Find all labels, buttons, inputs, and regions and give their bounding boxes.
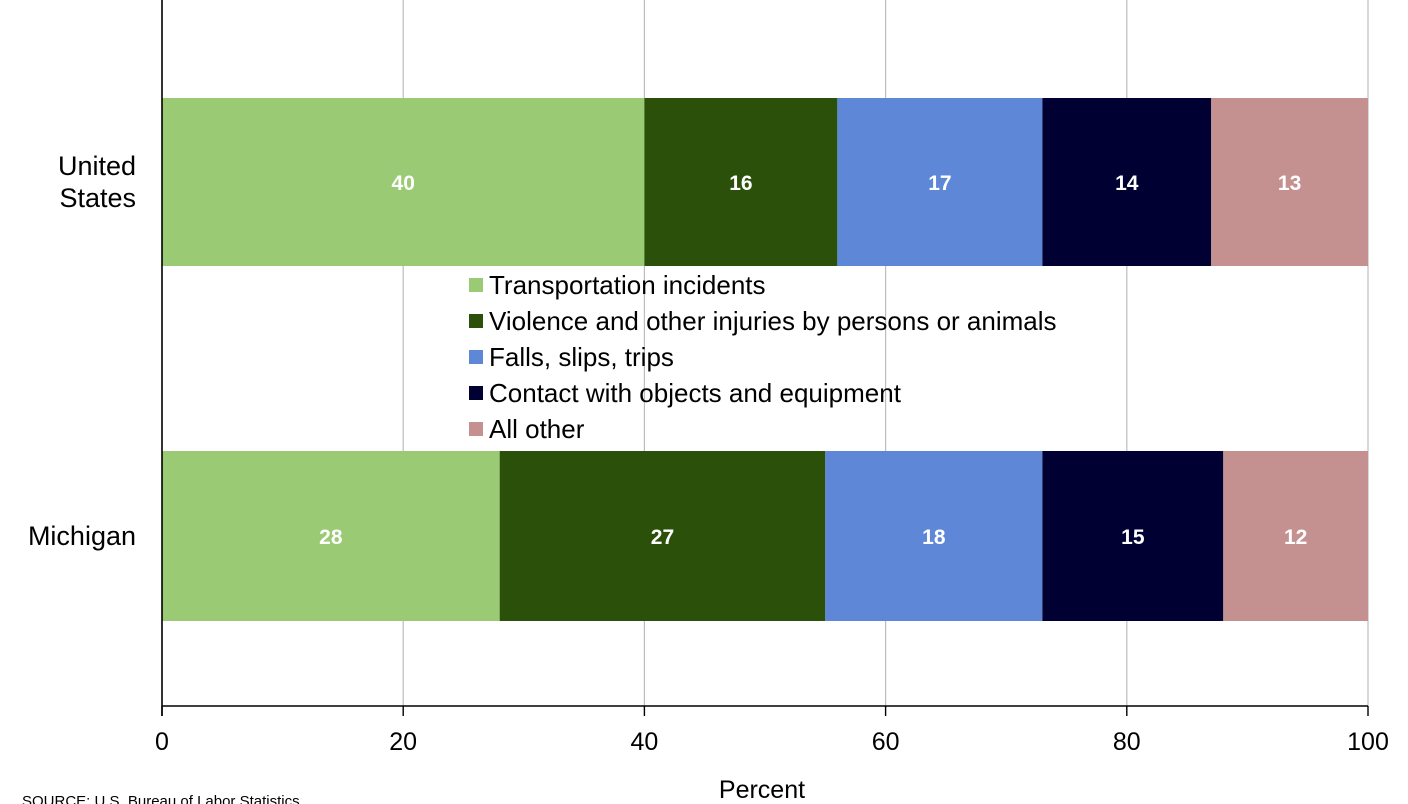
data-labels: 40 16 17 14 13 28 27 18 15 12 xyxy=(319,172,1307,549)
data-label: 12 xyxy=(1284,526,1307,549)
data-label: 13 xyxy=(1278,172,1301,195)
data-label: 15 xyxy=(1121,526,1145,549)
x-tick-label: 100 xyxy=(1347,728,1389,756)
x-tick-label: 40 xyxy=(630,728,658,756)
legend-swatch xyxy=(469,422,483,436)
data-label: 40 xyxy=(392,172,415,195)
category-label-line: Michigan xyxy=(28,521,136,551)
source-note: SOURCE: U.S. Bureau of Labor Statistics xyxy=(22,793,300,804)
bar-segment xyxy=(1042,451,1224,621)
x-tick-label: 0 xyxy=(155,728,169,756)
x-axis-title: Percent xyxy=(719,776,805,804)
bar-segment xyxy=(162,98,645,266)
category-label: Michigan xyxy=(28,521,136,551)
category-label-line: United xyxy=(58,151,136,181)
legend-swatch xyxy=(469,278,483,292)
legend-label: Violence and other injuries by persons o… xyxy=(489,306,1057,336)
legend-label: Falls, slips, trips xyxy=(489,342,674,372)
data-label: 16 xyxy=(729,172,752,195)
category-label: United States xyxy=(58,151,136,213)
bar-segment xyxy=(644,98,838,266)
x-tick-label: 60 xyxy=(872,728,900,756)
data-label: 28 xyxy=(319,526,343,549)
bar-segment xyxy=(499,451,826,621)
bar-segment xyxy=(1223,451,1368,621)
bar-segment xyxy=(837,98,1043,266)
legend: Transportation incidents Violence and oth… xyxy=(469,270,1057,444)
legend-swatch xyxy=(469,314,483,328)
bar-segment xyxy=(825,451,1043,621)
legend-label: All other xyxy=(489,414,585,444)
bars xyxy=(162,98,1368,621)
data-label: 17 xyxy=(928,172,951,195)
legend-label: Contact with objects and equipment xyxy=(489,378,902,408)
data-label: 14 xyxy=(1115,172,1139,195)
x-tick-label: 80 xyxy=(1113,728,1141,756)
data-label: 18 xyxy=(922,526,946,549)
category-label-line: States xyxy=(59,183,136,213)
bar-segment xyxy=(1211,98,1368,266)
data-label: 27 xyxy=(651,526,674,549)
bar-segment xyxy=(1042,98,1212,266)
legend-swatch xyxy=(469,386,483,400)
bar-segment xyxy=(162,451,500,621)
legend-swatch xyxy=(469,350,483,364)
legend-label: Transportation incidents xyxy=(489,270,766,300)
axes: 0 20 40 60 80 100 United States Michigan xyxy=(28,0,1389,756)
x-tick-label: 20 xyxy=(389,728,417,756)
